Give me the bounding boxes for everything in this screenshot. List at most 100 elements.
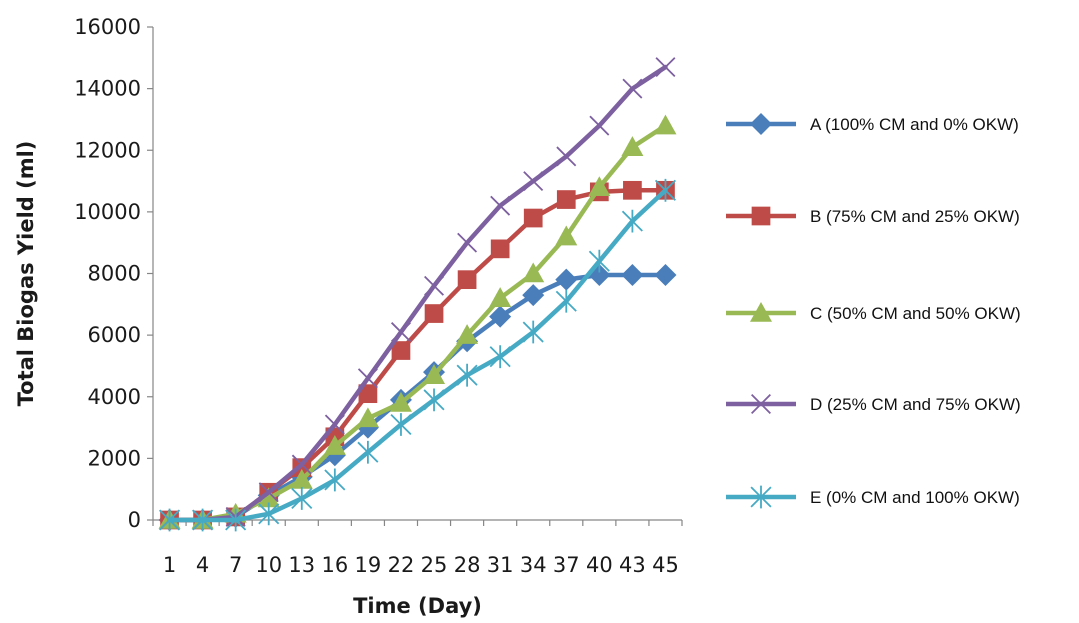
- legend-label: D (25% CM and 75% OKW): [810, 395, 1021, 414]
- x-tick-label: 22: [388, 553, 415, 577]
- data-point: [323, 435, 346, 455]
- y-tick-label: 6000: [88, 323, 141, 347]
- legend-marker: [750, 113, 772, 135]
- data-point: [555, 225, 578, 246]
- legend-marker: [751, 206, 771, 226]
- data-point: [423, 364, 446, 384]
- data-point: [556, 190, 576, 209]
- data-point: [358, 384, 378, 404]
- data-point: [258, 482, 279, 503]
- series-line: [167, 188, 668, 523]
- x-tick-label: 16: [321, 553, 348, 577]
- x-tick-label: 10: [255, 553, 282, 577]
- x-tick-label: 45: [652, 553, 679, 577]
- legend-entry: B (75% CM and 25% OKW): [726, 206, 1020, 226]
- y-axis-title: Total Biogas Yield (ml): [14, 141, 38, 407]
- data-point: [621, 209, 643, 233]
- series-layer: [158, 57, 677, 532]
- legend-entry: D (25% CM and 75% OKW): [726, 394, 1021, 414]
- series-line: [167, 64, 668, 523]
- data-point: [588, 249, 610, 273]
- y-tick-label: 2000: [88, 446, 141, 470]
- legend: A (100% CM and 0% OKW) B (75% CM and 25% …: [726, 113, 1021, 509]
- data-point: [389, 391, 412, 412]
- data-point: [489, 305, 512, 328]
- x-tick-label: 31: [487, 553, 514, 577]
- data-point: [391, 341, 411, 360]
- data-point: [457, 270, 477, 290]
- x-tick-label: 28: [454, 553, 481, 577]
- series-line: [167, 188, 668, 523]
- x-tick-label: 4: [196, 553, 209, 577]
- series-b: [160, 180, 675, 530]
- data-point: [456, 324, 479, 344]
- data-point: [390, 413, 412, 436]
- data-point: [357, 440, 379, 464]
- data-point: [158, 508, 181, 532]
- data-point: [589, 115, 610, 136]
- x-axis-title: Time (Day): [353, 594, 482, 618]
- data-point: [654, 178, 677, 202]
- legend-label: A (100% CM and 0% OKW): [810, 115, 1019, 134]
- legend-entry: C (50% CM and 50% OKW): [726, 302, 1021, 323]
- series-e: [158, 178, 677, 532]
- data-point: [622, 78, 643, 99]
- x-tick-label: 7: [229, 553, 242, 577]
- data-point: [522, 284, 545, 307]
- data-point: [588, 176, 611, 197]
- series-c: [158, 114, 677, 529]
- data-point: [490, 239, 510, 259]
- x-tick-label: 25: [421, 553, 448, 577]
- data-point: [621, 264, 644, 287]
- data-point: [324, 414, 345, 435]
- data-point: [523, 171, 544, 192]
- data-point: [258, 502, 280, 526]
- data-point: [356, 407, 379, 428]
- data-point: [390, 322, 411, 343]
- data-point: [423, 388, 445, 412]
- legend-marker: [751, 394, 771, 414]
- legend-label: B (75% CM and 25% OKW): [810, 207, 1020, 226]
- data-point: [257, 487, 280, 508]
- y-tick-label: 14000: [74, 77, 141, 101]
- data-point: [225, 508, 247, 532]
- data-point: [489, 345, 511, 369]
- data-point: [324, 468, 346, 492]
- y-tick-label: 0: [128, 508, 141, 532]
- data-point: [523, 208, 543, 228]
- y-axis: 0 2000 4000 6000 8000 10000 12000 14000 16000: [74, 15, 154, 532]
- legend-label: E (0% CM and 100% OKW): [810, 488, 1020, 507]
- data-point: [654, 264, 677, 287]
- data-point: [556, 146, 577, 167]
- legend-entry: A (100% CM and 0% OKW): [726, 113, 1019, 135]
- data-point: [522, 262, 545, 283]
- data-point: [291, 487, 313, 510]
- x-tick-label: 19: [355, 553, 382, 577]
- data-point: [489, 287, 512, 307]
- x-tick-label: 43: [619, 553, 646, 577]
- y-tick-label: 10000: [74, 200, 141, 224]
- legend-marker: [750, 485, 772, 509]
- legend-label: C (50% CM and 50% OKW): [810, 304, 1021, 323]
- series-a: [158, 264, 677, 531]
- x-axis: 1 4 7 10 13 16 19 22 25 28 31 34 37 40 43 45: [152, 519, 683, 577]
- x-tick-label: 34: [520, 553, 547, 577]
- y-tick-label: 8000: [88, 262, 141, 286]
- y-tick-label: 4000: [88, 385, 141, 409]
- data-point: [555, 268, 578, 291]
- x-tick-label: 13: [288, 553, 315, 577]
- data-point: [655, 57, 676, 78]
- data-point: [621, 136, 644, 156]
- data-point: [291, 454, 312, 475]
- x-tick-label: 40: [586, 553, 613, 577]
- data-point: [424, 275, 445, 296]
- legend-marker: [750, 302, 772, 322]
- data-point: [555, 289, 577, 313]
- data-point: [357, 368, 378, 389]
- data-point: [424, 304, 444, 323]
- data-point: [456, 363, 478, 387]
- data-point: [490, 195, 511, 216]
- y-tick-label: 12000: [74, 138, 141, 162]
